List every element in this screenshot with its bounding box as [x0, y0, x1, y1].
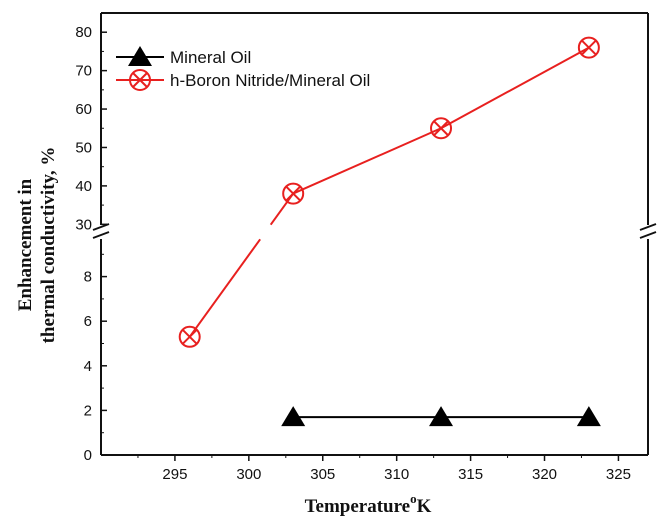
- series-2: [178, 36, 600, 348]
- y-tick-label-lower: 2: [84, 402, 92, 419]
- y-tick-label-upper: 30: [75, 216, 92, 233]
- y-axis-lower: 0 2 4 6 8: [84, 253, 107, 464]
- x-tick-label: 315: [458, 466, 483, 483]
- axis-break-marks: [92, 223, 657, 239]
- plot-frame: [100, 12, 649, 456]
- y-tick-label-lower: 6: [84, 313, 92, 330]
- x-axis-title-unit: K: [417, 496, 432, 517]
- legend-item-2: h-Boron Nitride/Mineral Oil: [116, 69, 370, 91]
- break-mark: [639, 223, 657, 231]
- x-axis-title: TemperatureoK: [305, 491, 432, 517]
- series-segment: [269, 192, 294, 226]
- triangle-marker: [429, 406, 454, 427]
- legend-label: h-Boron Nitride/Mineral Oil: [170, 71, 370, 90]
- y-tick-label-upper: 60: [75, 101, 92, 118]
- triangle-marker: [576, 406, 601, 427]
- y-tick-label-upper: 70: [75, 63, 92, 80]
- y-tick-label-upper: 80: [75, 24, 92, 41]
- circle-x-marker: [430, 117, 453, 140]
- y-axis-title-line1: Enhancement in: [15, 178, 36, 311]
- x-tick-label: 305: [310, 466, 335, 483]
- x-tick-label: 325: [606, 466, 631, 483]
- legend: Mineral Oil h-Boron Nitride/Mineral Oil: [116, 46, 370, 91]
- x-tick-label: 310: [384, 466, 409, 483]
- series-segment: [440, 46, 590, 130]
- y-tick-label-upper: 50: [75, 139, 92, 156]
- break-mark: [92, 223, 110, 231]
- series-layer: [178, 36, 601, 427]
- legend-label: Mineral Oil: [170, 48, 251, 67]
- x-axis-title-sup: o: [410, 491, 417, 506]
- y-axis-title-line2: thermal conductivity, %: [38, 147, 59, 344]
- legend-item-1: Mineral Oil: [116, 46, 251, 67]
- series-segment: [188, 238, 261, 338]
- circle-x-marker: [129, 69, 151, 91]
- x-tick-label: 320: [532, 466, 557, 483]
- y-tick-label-lower: 0: [84, 447, 92, 464]
- triangle-marker: [128, 46, 152, 66]
- series-1: [281, 406, 601, 427]
- y-tick-label-lower: 4: [84, 358, 92, 375]
- break-mark: [639, 231, 657, 239]
- circle-x-marker: [577, 36, 600, 59]
- triangle-marker: [281, 406, 306, 427]
- y-tick-label-upper: 40: [75, 178, 92, 195]
- x-axis: 295 300 305 310 315 320 325: [137, 455, 631, 483]
- y-tick-label-lower: 8: [84, 269, 92, 286]
- x-tick-label: 300: [236, 466, 261, 483]
- series-segment: [292, 127, 442, 195]
- y-axis-upper: 30 40 50 60 70 80: [75, 24, 107, 233]
- circle-x-marker: [178, 325, 201, 348]
- break-mark: [92, 231, 110, 239]
- x-tick-label: 295: [162, 466, 187, 483]
- x-axis-title-text: Temperature: [305, 496, 411, 517]
- circle-x-marker: [282, 182, 305, 205]
